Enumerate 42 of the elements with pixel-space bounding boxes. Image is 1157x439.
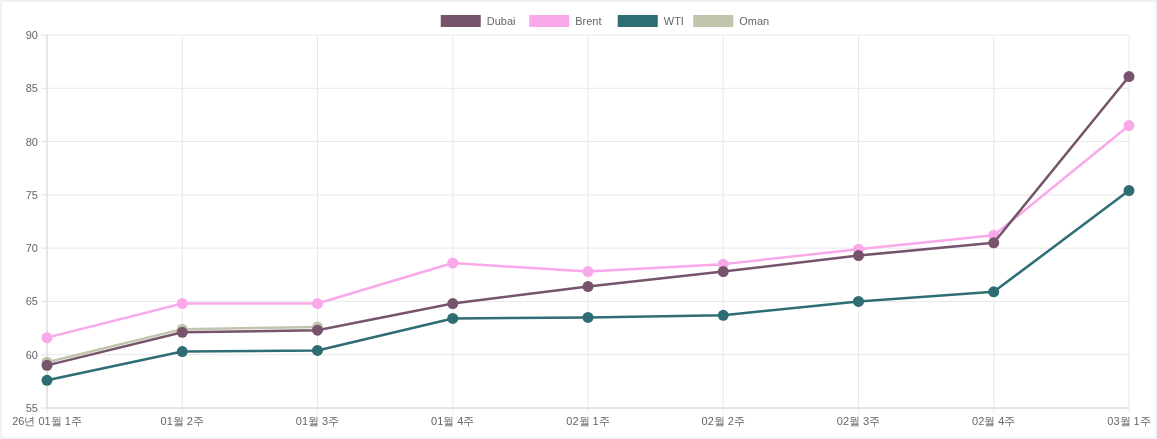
y-tick-label: 65: [25, 295, 38, 308]
x-tick-label: 26년 01월 1주: [12, 415, 82, 427]
y-tick-label: 55: [25, 402, 38, 414]
point: [176, 346, 188, 358]
point: [312, 344, 323, 356]
point: [853, 295, 864, 307]
point: [717, 309, 729, 321]
y-tick-label: 80: [25, 135, 38, 148]
point: [988, 237, 1000, 249]
y-tick-label: 70: [25, 242, 38, 255]
x-tick-label: 01월 4주: [431, 415, 475, 427]
x-tick-label: 02월 1주: [566, 415, 610, 427]
point: [41, 332, 53, 344]
point: [41, 374, 53, 386]
y-tick-label: 60: [25, 348, 38, 361]
point: [1123, 120, 1135, 132]
point: [312, 298, 323, 310]
point: [1123, 71, 1135, 83]
point: [447, 257, 459, 269]
point: [582, 311, 594, 323]
legend-label: WTI: [663, 15, 684, 27]
x-tick-label: 01월 3주: [295, 415, 340, 427]
x-tick-label: 02월 2주: [701, 415, 745, 427]
y-tick-label: 75: [25, 188, 38, 201]
point: [717, 266, 729, 278]
point: [582, 281, 594, 293]
legend-label: Brent: [575, 15, 602, 27]
x-tick-label: 03월 1주: [1107, 415, 1151, 427]
point: [582, 266, 594, 278]
point: [176, 298, 188, 310]
point: [447, 298, 459, 310]
point: [1123, 185, 1135, 197]
legend-label: Oman: [739, 15, 770, 27]
x-tick-label: 02월 4주: [972, 415, 1016, 427]
x-tick-label: 02월 3주: [836, 415, 881, 427]
x-tick-label: 01월 2주: [160, 415, 204, 427]
legend-label: Dubai: [486, 15, 516, 27]
point: [988, 286, 1000, 298]
y-tick-label: 85: [25, 82, 38, 95]
point: [447, 312, 459, 324]
point: [853, 250, 864, 262]
y-tick-label: 90: [25, 29, 38, 41]
